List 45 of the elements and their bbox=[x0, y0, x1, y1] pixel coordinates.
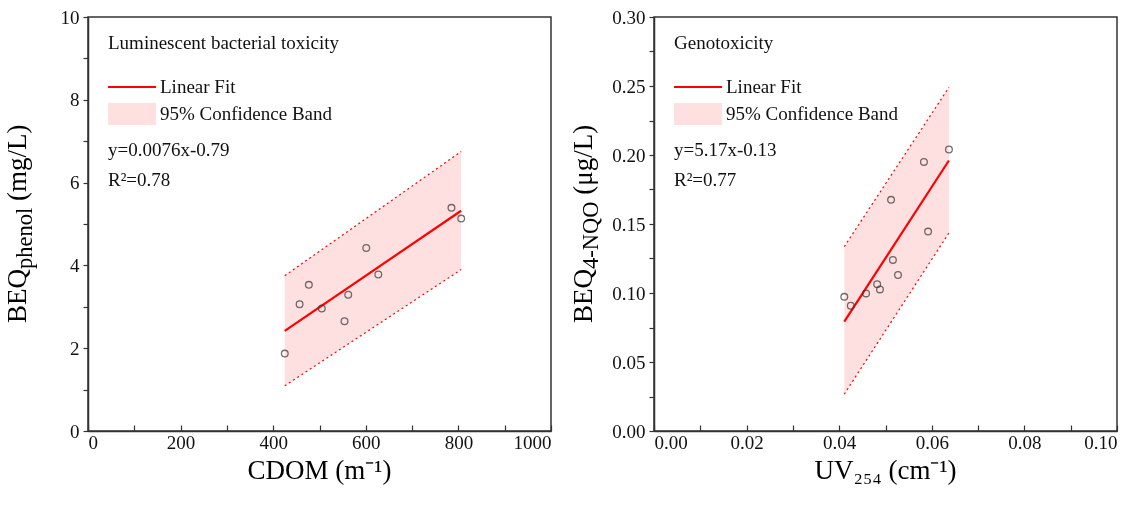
annotation: R²=0.77 bbox=[674, 169, 737, 190]
x-axis-title: UV₂₅₄ (cm⁻¹) bbox=[814, 455, 957, 485]
point bbox=[304, 280, 313, 289]
y-tick-label: 0.25 bbox=[612, 75, 646, 97]
point bbox=[447, 203, 456, 212]
x-tick-label: 0 bbox=[88, 431, 98, 453]
x-tick-label: 200 bbox=[166, 431, 196, 453]
x-tick-label: 0.10 bbox=[1084, 431, 1118, 453]
annotation: 95% Confidence Band bbox=[160, 103, 333, 124]
legend-label: Linear Fit bbox=[160, 76, 237, 97]
y-tick-label: 0.15 bbox=[612, 213, 646, 235]
y-tick-label: 8 bbox=[70, 89, 80, 111]
y-tick-label: 4 bbox=[70, 254, 80, 276]
x-tick-label: 800 bbox=[444, 431, 474, 453]
y-tick-label: 0.20 bbox=[612, 144, 646, 166]
annotation: y=5.17x-0.13 bbox=[674, 139, 777, 160]
x-axis-title: CDOM (m⁻¹) bbox=[247, 455, 392, 485]
x-tick-label: 0.02 bbox=[730, 431, 764, 453]
y-tick-label: 10 bbox=[60, 6, 80, 28]
y-tick-label: 0.30 bbox=[612, 6, 646, 28]
y-tick-label: 0.10 bbox=[612, 282, 646, 304]
x-tick-label: 0.04 bbox=[823, 431, 857, 453]
y-tick-label: 6 bbox=[70, 172, 80, 194]
x-tick-label: 400 bbox=[259, 431, 288, 453]
x-tick-label: 1000 bbox=[513, 431, 552, 453]
x-tick-label: 600 bbox=[352, 431, 381, 453]
annotation: y=0.0076x-0.79 bbox=[108, 139, 230, 160]
point bbox=[344, 290, 353, 299]
annotation: 95% Confidence Band bbox=[726, 103, 899, 124]
annotation: R²=0.78 bbox=[108, 169, 171, 190]
point bbox=[374, 270, 383, 279]
legend-label: Linear Fit bbox=[726, 76, 803, 97]
y-tick-label: 0.05 bbox=[612, 351, 646, 373]
point bbox=[295, 300, 304, 309]
point bbox=[340, 317, 349, 326]
point bbox=[280, 349, 289, 358]
point bbox=[317, 304, 326, 313]
point bbox=[457, 214, 466, 223]
y-tick-label: 2 bbox=[70, 337, 80, 359]
text: Luminescent bacterial toxicity bbox=[108, 32, 340, 53]
x-tick-label: 0.06 bbox=[915, 431, 949, 453]
point bbox=[362, 244, 371, 253]
text: Genotoxicity bbox=[674, 32, 774, 53]
x-tick-label: 0.08 bbox=[1008, 431, 1042, 453]
x-tick-label: 0.00 bbox=[654, 431, 688, 453]
